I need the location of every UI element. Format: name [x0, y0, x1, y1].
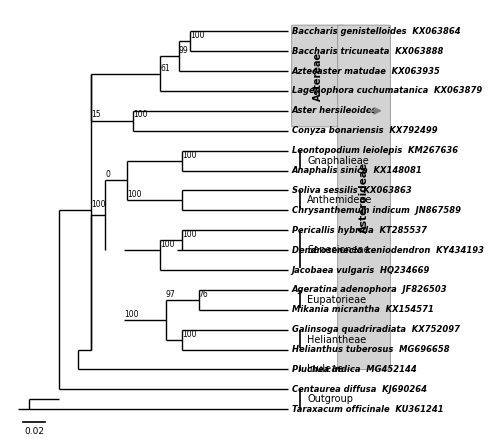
Text: 100: 100 [182, 230, 196, 239]
Text: Pericallis hybrida  KT285537: Pericallis hybrida KT285537 [292, 226, 426, 235]
Text: Aster hersileoides: Aster hersileoides [292, 106, 383, 115]
Text: 100: 100 [91, 200, 106, 209]
Text: Jacobaea vulgaris  HQ234669: Jacobaea vulgaris HQ234669 [292, 265, 430, 275]
Text: Leontopodium leiolepis  KM267636: Leontopodium leiolepis KM267636 [292, 146, 458, 155]
Text: Inuleae: Inuleae [307, 364, 343, 374]
Text: Senecioneae: Senecioneae [307, 245, 370, 255]
Text: Centaurea diffusa  KJ690264: Centaurea diffusa KJ690264 [292, 385, 426, 394]
Text: 100: 100 [182, 330, 196, 339]
Text: Heliantheae: Heliantheae [307, 335, 366, 345]
Text: 100: 100 [160, 240, 174, 249]
Text: 76: 76 [198, 290, 208, 299]
Text: 100: 100 [128, 191, 142, 199]
Text: Outgroup: Outgroup [307, 394, 353, 404]
Text: Helianthus tuberosus  MG696658: Helianthus tuberosus MG696658 [292, 345, 450, 354]
Text: Anthemideae: Anthemideae [307, 195, 372, 205]
Text: 100: 100 [190, 31, 204, 40]
Text: Chrysanthemum indicum  JN867589: Chrysanthemum indicum JN867589 [292, 206, 460, 215]
Text: 0.02: 0.02 [24, 427, 44, 436]
Text: Lagenophora cuchumatanica  KX063879: Lagenophora cuchumatanica KX063879 [292, 86, 482, 95]
Text: 97: 97 [166, 290, 175, 299]
Text: Soliva sessilis  KX063863: Soliva sessilis KX063863 [292, 186, 412, 195]
Text: 100: 100 [133, 110, 148, 119]
Text: 15: 15 [91, 110, 101, 119]
Text: Baccharis tricuneata  KX063888: Baccharis tricuneata KX063888 [292, 46, 443, 56]
Text: Ageratina adenophora  JF826503: Ageratina adenophora JF826503 [292, 286, 448, 294]
Text: Mikania micrantha  KX154571: Mikania micrantha KX154571 [292, 305, 434, 314]
Text: Baccharis genistelloides  KX063864: Baccharis genistelloides KX063864 [292, 27, 460, 36]
FancyBboxPatch shape [292, 25, 344, 127]
Text: Gnaphalieae: Gnaphalieae [307, 155, 369, 166]
Text: 0: 0 [106, 170, 110, 180]
FancyBboxPatch shape [338, 25, 390, 370]
Text: 61: 61 [160, 64, 170, 73]
Text: Conyza bonariensis  KX792499: Conyza bonariensis KX792499 [292, 126, 438, 135]
Text: Eupatorieae: Eupatorieae [307, 295, 366, 305]
Text: Galinsoga quadriradiata  KX752097: Galinsoga quadriradiata KX752097 [292, 325, 460, 334]
Text: Pluchea indica  MG452144: Pluchea indica MG452144 [292, 365, 416, 374]
Text: 99: 99 [179, 46, 188, 55]
Text: Anaphalis sinica  KX148081: Anaphalis sinica KX148081 [292, 166, 422, 175]
Text: Astereae: Astereae [313, 51, 323, 101]
Text: Dendrosenecio keniodendron  KY434193: Dendrosenecio keniodendron KY434193 [292, 246, 484, 254]
Text: 100: 100 [182, 151, 196, 159]
Text: Taraxacum officinale  KU361241: Taraxacum officinale KU361241 [292, 405, 444, 414]
Text: Aztecaster matudae  KX063935: Aztecaster matudae KX063935 [292, 67, 440, 75]
Text: 100: 100 [124, 310, 138, 319]
Text: Asteroideae: Asteroideae [359, 162, 369, 233]
